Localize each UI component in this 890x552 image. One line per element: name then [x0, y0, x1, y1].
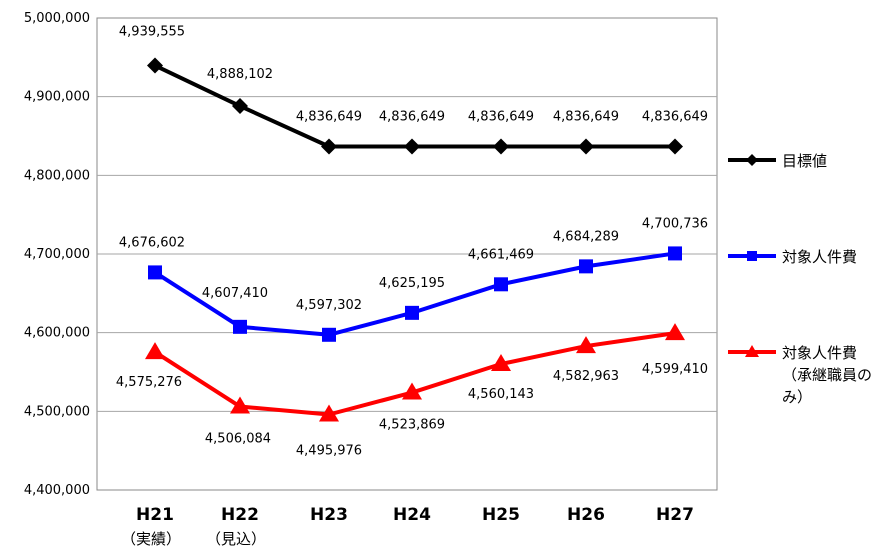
data-label: 4,700,736 [642, 216, 708, 231]
data-point [148, 265, 162, 280]
series-2: 4,575,276 4,506,084 4,495,976 4,523,869 4,56… [116, 323, 708, 458]
legend-label: 対象人件費 [782, 248, 857, 266]
data-point [405, 305, 419, 320]
x-tick-label: H26 [567, 505, 605, 525]
legend-item: 目標値 [728, 152, 827, 170]
data-label: 4,582,963 [553, 369, 619, 384]
data-point [404, 138, 420, 155]
x-tick-label: H25 [482, 505, 520, 525]
data-point [576, 336, 596, 354]
legend-label: （承継職員の [782, 366, 872, 384]
legend-marker [745, 345, 759, 357]
y-tick-label: 4,900,000 [24, 90, 90, 105]
y-tick-label: 4,800,000 [24, 168, 90, 183]
data-label: 4,495,976 [296, 443, 362, 458]
data-point [319, 404, 339, 422]
legend-label: 対象人件費 [782, 344, 857, 362]
data-label: 4,836,649 [642, 110, 708, 125]
y-tick-label: 4,600,000 [24, 326, 90, 341]
legend-label: 目標値 [782, 152, 827, 170]
series-0: 4,939,555 4,888,102 4,836,649 4,836,649 4,83… [119, 25, 708, 155]
data-label: 4,599,410 [642, 362, 708, 377]
gridlines [97, 96, 717, 412]
data-point [322, 327, 336, 342]
data-point [402, 382, 422, 400]
data-label: 4,676,602 [119, 235, 185, 250]
data-point [491, 354, 511, 372]
x-tick-label: H23 [310, 505, 348, 525]
data-point [578, 138, 594, 155]
data-label: 4,506,084 [205, 432, 271, 447]
x-axis: H21 （実績） H22 （見込） H23 H24 H25 H26 H27 [121, 505, 694, 548]
data-point [147, 57, 163, 74]
x-tick-sublabel: （見込） [206, 530, 266, 548]
data-point [232, 98, 248, 115]
data-label: 4,597,302 [296, 298, 362, 313]
data-label: 4,607,410 [202, 286, 268, 301]
data-point [579, 259, 593, 274]
data-label: 4,836,649 [379, 110, 445, 125]
data-label: 4,939,555 [119, 25, 185, 40]
data-label: 4,523,869 [379, 418, 445, 433]
data-point [667, 138, 683, 155]
data-label: 4,888,102 [207, 67, 273, 82]
data-point [493, 138, 509, 155]
data-label: 4,684,289 [553, 229, 619, 244]
data-label: 4,836,649 [296, 110, 362, 125]
data-point [665, 323, 685, 341]
data-point [145, 342, 165, 360]
data-label: 4,560,143 [468, 387, 534, 402]
x-tick-label: H21 [136, 505, 174, 525]
data-point [230, 396, 250, 414]
series-group: 4,939,555 4,888,102 4,836,649 4,836,649 4,83… [116, 25, 708, 459]
data-point [233, 319, 247, 334]
y-tick-label: 4,500,000 [24, 404, 90, 419]
x-tick-label: H22 [221, 505, 259, 525]
data-label: 4,625,195 [379, 276, 445, 291]
y-tick-label: 5,000,000 [24, 11, 90, 26]
legend-label: み） [782, 388, 812, 406]
y-axis: 4,400,000 4,500,000 4,600,000 4,700,000 4,80… [24, 11, 90, 498]
legend-marker [746, 154, 758, 166]
data-label: 4,836,649 [553, 110, 619, 125]
data-point [668, 246, 682, 261]
x-tick-label: H24 [393, 505, 431, 525]
y-tick-label: 4,400,000 [24, 483, 90, 498]
data-label: 4,836,649 [468, 110, 534, 125]
x-tick-label: H27 [656, 505, 694, 525]
series-1: 4,676,602 4,607,410 4,597,302 4,625,195 4,66… [119, 216, 708, 342]
data-point [321, 138, 337, 155]
y-tick-label: 4,700,000 [24, 247, 90, 262]
data-label: 4,575,276 [116, 375, 182, 390]
data-label: 4,661,469 [468, 247, 534, 262]
legend-marker [747, 251, 757, 261]
x-tick-sublabel: （実績） [121, 530, 181, 548]
legend-item: 対象人件費 [728, 248, 857, 266]
data-point [494, 277, 508, 292]
